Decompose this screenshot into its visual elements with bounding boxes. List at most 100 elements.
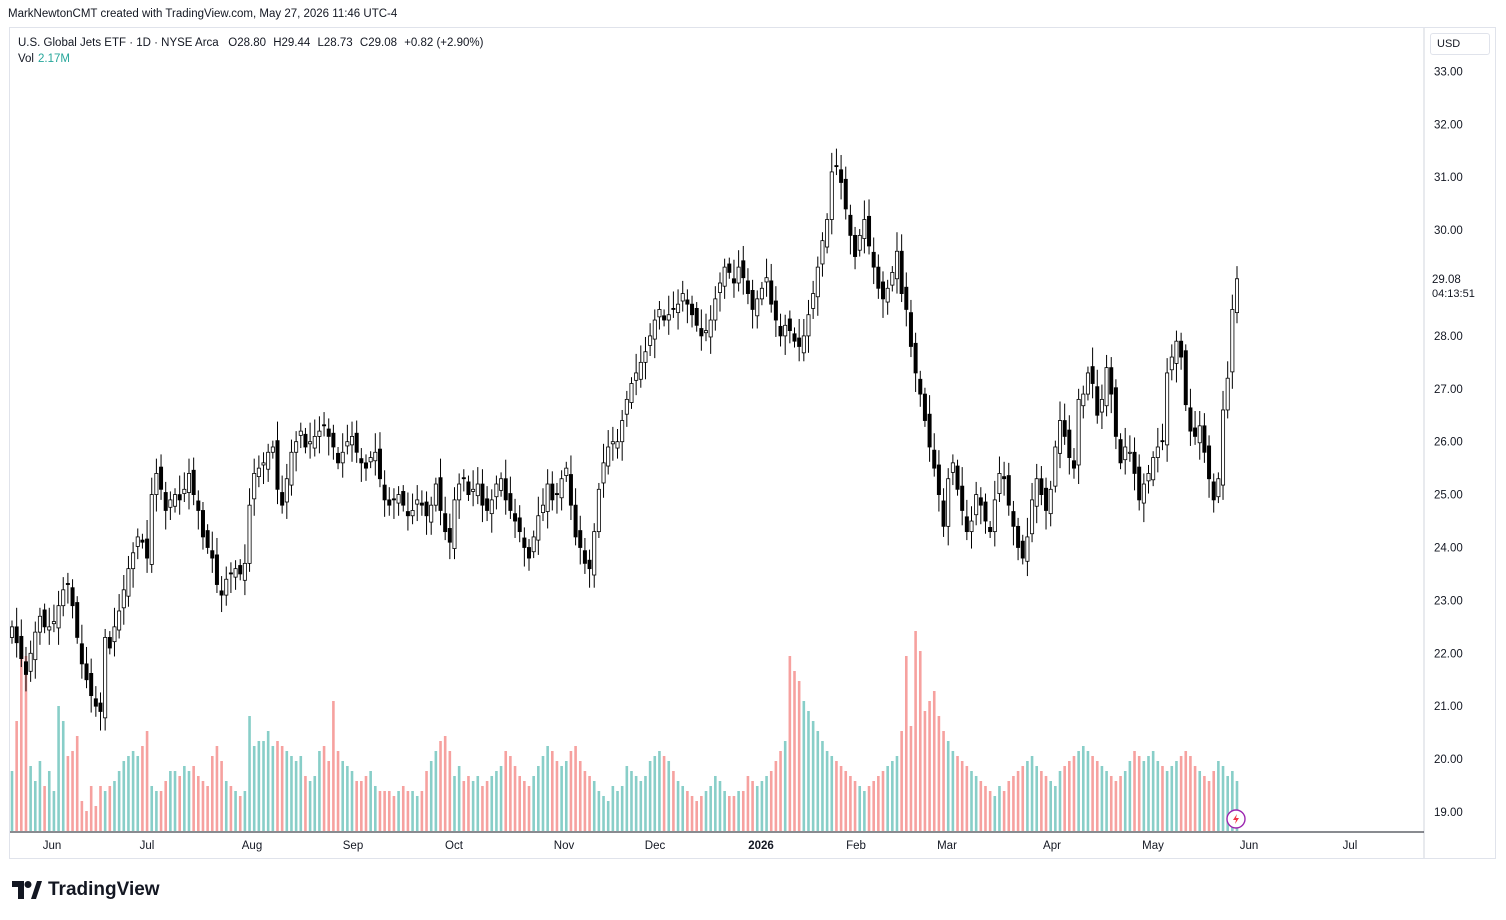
candle-body (363, 462, 368, 469)
candle-body (638, 361, 643, 380)
candle-body (475, 483, 480, 497)
volume-bar (341, 761, 345, 831)
candle-body (154, 473, 159, 496)
candle-body (1151, 457, 1156, 481)
volume-bar (1081, 746, 1085, 831)
currency-selector[interactable]: USD (1430, 33, 1490, 55)
volume-bar (620, 786, 624, 831)
volume-bar (1156, 761, 1160, 831)
tradingview-brand[interactable]: TradingView (12, 879, 160, 901)
x-tick-label: Feb (846, 840, 866, 852)
volume-bar (746, 776, 750, 831)
volume-bar (602, 796, 605, 831)
candle-body (242, 562, 247, 581)
candle-body (582, 550, 587, 564)
volume-bar (75, 736, 79, 831)
candle-body (56, 605, 61, 629)
lightning-bolt-icon[interactable] (1226, 809, 1246, 829)
candle-body (1183, 350, 1188, 406)
volume-bar (788, 656, 792, 831)
candle-body (1109, 367, 1114, 395)
volume-bar (136, 756, 140, 831)
volume-bar (960, 761, 964, 831)
symbol-description[interactable]: U.S. Global Jets ETF · 1D · NYSE Arca (18, 37, 219, 49)
candle-body (1011, 511, 1016, 527)
candle-body (28, 652, 33, 672)
volume-bar (15, 721, 18, 831)
ohlc-legend[interactable]: U.S. Global Jets ETF · 1D · NYSE Arca O2… (18, 35, 483, 51)
volume-bar (406, 791, 410, 831)
volume-bar (164, 781, 168, 831)
volume-bar (234, 791, 237, 831)
volume-bar (374, 786, 377, 831)
volume-bar (294, 761, 298, 831)
candle-body (182, 488, 187, 494)
volume-bar (509, 756, 512, 831)
candle-body (117, 610, 122, 631)
volume-bar (346, 766, 349, 831)
volume-bar (662, 756, 666, 831)
candle-body (415, 499, 420, 505)
volume-bar (434, 751, 438, 831)
volume-legend[interactable]: Vol 2.17M (18, 51, 483, 67)
volume-bar (872, 781, 875, 831)
candle-body (121, 589, 126, 609)
volume-bar (532, 776, 535, 831)
volume-bar (499, 766, 503, 831)
volume-bar (220, 761, 223, 831)
candle-body (680, 293, 685, 302)
volume-bar (1226, 776, 1229, 831)
volume-bar (513, 766, 517, 831)
candle-body (936, 464, 941, 496)
candle-body (75, 602, 80, 638)
candle-body (890, 272, 895, 286)
candle-body (1104, 367, 1109, 407)
volume-bar (676, 781, 680, 831)
close-label: C (359, 37, 369, 49)
volume-bar (667, 761, 671, 831)
candle-body (47, 626, 52, 631)
volume-bar (956, 756, 959, 831)
volume-bar (252, 746, 256, 831)
volume-bar (728, 796, 731, 831)
candle-body (214, 554, 219, 585)
volume-bar (383, 791, 386, 831)
candle-body (1235, 278, 1240, 314)
candle-body (289, 451, 294, 486)
x-tick-label: Apr (1043, 840, 1061, 852)
candle-body (340, 451, 345, 464)
volume-bar (457, 766, 461, 831)
candle-body (1221, 409, 1226, 486)
volume-bar (765, 776, 768, 831)
candle-body (983, 501, 988, 522)
candle-body (377, 448, 382, 480)
volume-bar (858, 786, 862, 831)
close-value: 29.08 (368, 37, 397, 49)
candle-body (1044, 487, 1049, 511)
volume-bar (881, 771, 885, 831)
volume-bar (891, 761, 894, 831)
candle-body (452, 499, 457, 549)
low-value: 28.73 (323, 37, 353, 49)
candle-body (252, 473, 257, 500)
y-tick-label: 24.00 (1434, 543, 1463, 555)
volume-bar (1207, 781, 1211, 831)
candle-body (829, 171, 834, 220)
volume-bar (700, 796, 703, 831)
volume-bar (122, 761, 126, 831)
volume-bar (401, 786, 405, 831)
volume-bar (364, 776, 368, 831)
x-tick-label: Sep (343, 840, 363, 852)
y-tick-label: 23.00 (1434, 595, 1463, 607)
volume-bar (257, 741, 261, 831)
candle-body (1058, 420, 1063, 454)
candle-body (145, 538, 150, 559)
candle-body (391, 498, 396, 501)
candle-body (927, 413, 932, 448)
volume-bar (127, 756, 130, 831)
candle-body (65, 583, 70, 585)
y-tick-label: 32.00 (1434, 119, 1463, 131)
volume-bar (429, 761, 433, 831)
volume-bar (928, 701, 931, 831)
